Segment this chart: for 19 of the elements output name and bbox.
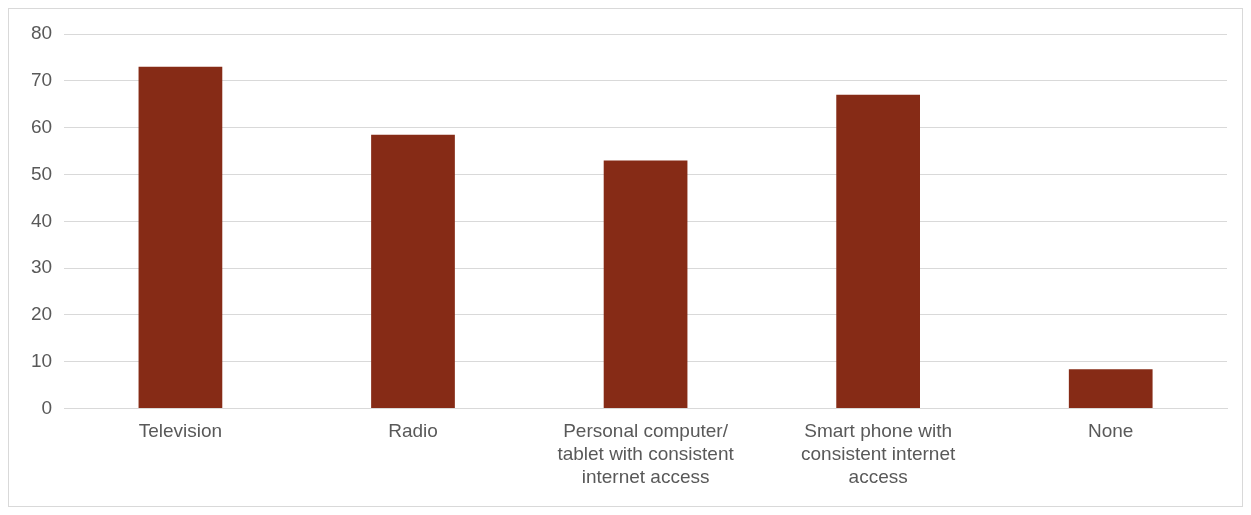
bar: [138, 66, 223, 409]
y-tick-label: 60: [30, 115, 53, 137]
y-tick-label: 10: [30, 350, 53, 372]
y-tick-label: 40: [30, 209, 53, 231]
x-tick-label: Personal computer/ tablet with consistent internet access: [557, 420, 735, 487]
x-tick-label: Smart phone with consistent internet access: [801, 420, 956, 487]
y-tick-label: 50: [30, 162, 53, 184]
bar: [603, 160, 688, 409]
y-tick-label: 20: [30, 303, 53, 325]
y-tick-label: 30: [30, 256, 53, 278]
bar: [1068, 369, 1153, 409]
x-tick-label: None: [1088, 420, 1134, 442]
y-tick-label: 0: [41, 396, 53, 418]
bar: [371, 134, 455, 409]
x-tick-label: Radio: [388, 420, 438, 442]
y-tick-label: 70: [30, 69, 53, 91]
x-tick-label: Television: [138, 420, 223, 442]
y-tick-label: 80: [30, 22, 53, 44]
bar: [836, 94, 920, 409]
